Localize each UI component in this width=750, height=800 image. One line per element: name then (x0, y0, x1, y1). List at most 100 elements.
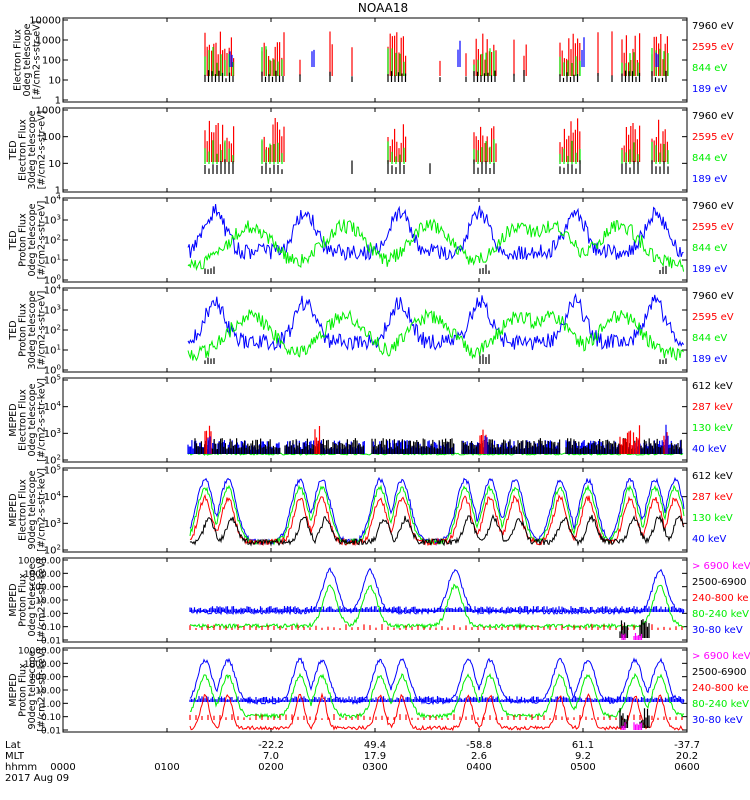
y-tick-label: 10000 (29, 16, 61, 27)
legend-entry: 2595 eV (692, 132, 734, 143)
y-axis-label: TED (8, 140, 19, 160)
footer-value: 9.2 (575, 751, 591, 762)
legend-entry: 2500-6900 (692, 667, 747, 678)
footer-value: 0100 (154, 762, 179, 773)
y-tick-label: 1000.00 (24, 570, 61, 580)
plot-title: NOAA18 (358, 1, 408, 15)
y-tick-label: 100 (42, 56, 61, 67)
panel-frame (62, 107, 688, 193)
legend-entry: 80-240 keV (692, 609, 749, 620)
legend-entry: 240-800 ke (692, 593, 749, 604)
date-label: 2017 Aug 09 (5, 773, 69, 784)
y-axis-label: Electron Flux (17, 389, 28, 451)
series-trace (619, 619, 650, 638)
chart-panel-8: 0.01 0.10 1.00 10.00 100.00 1000.00 10000.00 ME… (8, 647, 750, 737)
series-trace (204, 139, 669, 164)
y-tick-label: 1000.00 (24, 660, 61, 670)
series-trace (204, 264, 667, 274)
y-tick-label: 1.00 (41, 700, 61, 710)
series-group (187, 204, 685, 274)
legend-entry: 844 eV (692, 153, 727, 164)
series-trace (204, 46, 669, 76)
y-axis-label: Proton Flux (17, 303, 28, 357)
series-group (189, 567, 685, 640)
series-trace (189, 476, 685, 546)
footer-value: 0300 (362, 762, 387, 773)
y-tick-label: 10.00 (35, 687, 61, 697)
series-trace (194, 438, 682, 454)
series-group (187, 424, 684, 456)
y-axis-label: 0deg telescope (27, 383, 38, 456)
y-axis-label: [#/cm2-s-str-keV] (36, 558, 47, 642)
series-trace (229, 37, 659, 67)
y-axis-label: 0deg telescope (27, 563, 38, 636)
y-tick-label: 1000 (36, 106, 61, 117)
y-axis-label: Electron Flux (13, 29, 24, 91)
series-trace (189, 657, 685, 706)
panel-frame (62, 557, 688, 643)
y-axis-label: 90deg telescope (27, 650, 38, 729)
series-group (189, 657, 685, 731)
y-axis-label: [#/cm2-s-str-keV] (36, 378, 47, 462)
legend-entry: 40 keV (692, 534, 726, 545)
legend-entry: 240-800 ke (692, 683, 749, 694)
y-axis-label: 30deg telescope (27, 290, 38, 369)
y-tick-label: 0.01 (41, 727, 61, 737)
legend-entry: 189 eV (692, 264, 727, 275)
legend-entry: > 6900 keV (692, 651, 750, 662)
y-tick-label: 100.00 (30, 583, 62, 593)
y-tick-label: 1.00 (41, 610, 61, 620)
footer-value: 0000 (50, 762, 75, 773)
footer-value: 20.2 (676, 751, 698, 762)
footer-value: 2.6 (471, 751, 487, 762)
legend-entry: 30-80 keV (692, 715, 743, 726)
y-tick-label: 100.00 (30, 673, 62, 683)
legend-entry: 130 keV (692, 513, 733, 524)
chart-panel-7: 0.01 0.10 1.00 10.00 100.00 1000.00 10000.00 ME… (8, 557, 750, 647)
legend-entry: 2500-6900 (692, 577, 747, 588)
series-trace (189, 583, 685, 630)
y-tick-label: 10 (48, 76, 61, 87)
series-trace (189, 696, 685, 702)
footer-value: 0400 (466, 762, 491, 773)
legend-entry: 287 keV (692, 492, 733, 503)
panel-frame (62, 17, 688, 103)
series-trace (621, 633, 643, 640)
y-axis-label: MEPED (8, 583, 19, 616)
footer-row-label: Lat (5, 740, 21, 751)
legend-entry: 189 eV (692, 84, 727, 95)
legend-entry: 844 eV (692, 333, 727, 344)
legend-entry: 2595 eV (692, 312, 734, 323)
series-trace (621, 722, 643, 730)
legend-entry: 189 eV (692, 174, 727, 185)
footer-row-label: MLT (5, 751, 25, 762)
series-trace (189, 567, 685, 616)
series-trace (189, 692, 684, 731)
y-axis-label: Electron Flux (17, 119, 28, 181)
panel-frame (62, 287, 688, 373)
legend-entry: 7960 eV (692, 201, 734, 212)
footer-value: 0600 (674, 762, 699, 773)
series-group (204, 31, 669, 82)
y-tick-label: 10 (48, 159, 61, 170)
series-trace (204, 354, 667, 364)
y-axis-label: [#/cm2-s-str-eV] (36, 111, 47, 190)
footer-value: 0500 (570, 762, 595, 773)
panel-frame (62, 647, 688, 733)
y-axis-label: Electron Flux (17, 479, 28, 541)
legend-entry: 7960 eV (692, 291, 734, 302)
series-trace (204, 159, 669, 174)
y-axis-label: 90deg telescope (27, 470, 38, 549)
y-axis-label: [#/cm2-s-str-eV] (36, 291, 47, 370)
series-trace (187, 218, 685, 272)
y-axis-label: [#/cm2-s-str-keV] (36, 468, 47, 552)
legend-entry: 612 keV (692, 381, 733, 392)
footer-value: -22.2 (258, 740, 284, 751)
